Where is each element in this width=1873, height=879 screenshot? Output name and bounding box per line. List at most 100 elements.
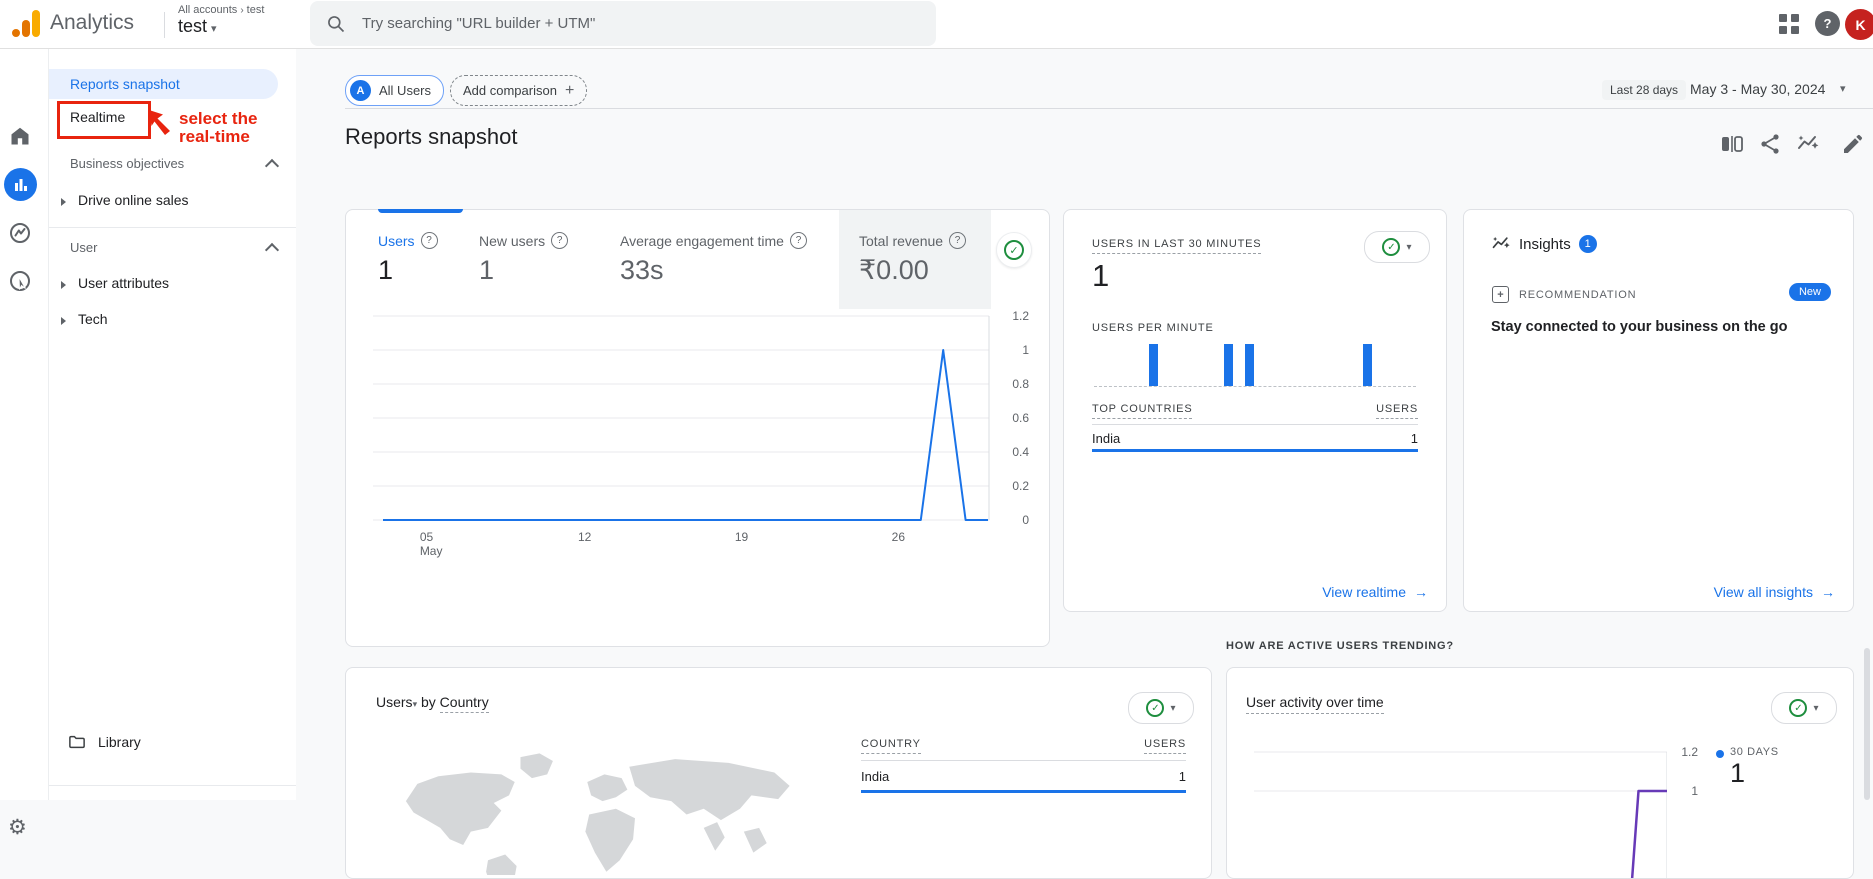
- help-icon[interactable]: ?: [1815, 11, 1840, 36]
- users-cell: 1: [1178, 769, 1186, 784]
- table-divider: [1092, 424, 1418, 425]
- metric-tab-new-users[interactable]: New users? 1: [479, 232, 569, 286]
- arrow-right-icon: →: [1821, 584, 1835, 600]
- search-bar[interactable]: [310, 1, 936, 46]
- help-circle-icon[interactable]: ?: [949, 232, 967, 249]
- metric-label: Average engagement time: [620, 232, 784, 249]
- scrollbar-thumb[interactable]: [1864, 648, 1870, 800]
- bar-chart-icon: [14, 178, 27, 191]
- recommendation-label: RECOMMENDATION: [1519, 288, 1637, 301]
- admin-gear-icon[interactable]: ⚙: [8, 816, 27, 839]
- date-range-selector[interactable]: May 3 - May 30, 2024: [1690, 81, 1826, 97]
- sidebar-item-label: Reports snapshot: [70, 76, 180, 92]
- avatar[interactable]: K: [1845, 9, 1873, 40]
- realtime-card: USERS IN LAST 30 MINUTES ✓ ▾ 1 USERS PER…: [1063, 209, 1447, 612]
- compare-reports-icon[interactable]: [1720, 132, 1744, 156]
- edit-icon[interactable]: [1841, 132, 1865, 156]
- sidebar-item-tech[interactable]: Tech: [78, 311, 108, 327]
- world-map: [381, 740, 826, 875]
- metric-selector[interactable]: Users: [376, 694, 413, 710]
- new-badge: New: [1788, 283, 1831, 301]
- help-circle-icon[interactable]: ?: [789, 232, 807, 249]
- dimension-selector[interactable]: Country: [439, 694, 489, 713]
- view-all-insights-link[interactable]: View all insights →: [1714, 584, 1835, 600]
- section-header-business-objectives: Business objectives: [70, 156, 185, 171]
- sidebar-item-user-attributes[interactable]: User attributes: [78, 275, 170, 291]
- collapse-chevron-icon[interactable]: [264, 158, 280, 174]
- legend-label: 30 DAYS: [1730, 746, 1779, 758]
- all-users-comparison-pill[interactable]: A All Users: [345, 75, 445, 106]
- all-users-badge: A: [350, 80, 371, 101]
- insights-icon: [1492, 236, 1510, 249]
- share-icon[interactable]: [1758, 132, 1782, 156]
- quality-dropdown-button[interactable]: ✓ ▾: [1364, 231, 1430, 263]
- help-circle-icon[interactable]: ?: [420, 232, 438, 249]
- check-circle-icon: ✓: [1146, 699, 1165, 717]
- table-divider: [861, 760, 1186, 761]
- search-input[interactable]: [360, 14, 884, 33]
- caret-down-icon[interactable]: ▾: [412, 699, 418, 709]
- caret-down-icon[interactable]: ▾: [1840, 83, 1846, 95]
- sidebar-item-realtime[interactable]: Realtime: [70, 109, 126, 125]
- users-column-header[interactable]: USERS: [1144, 738, 1186, 754]
- logo-bar-tall: [32, 10, 40, 37]
- sidebar-item-drive-online-sales[interactable]: Drive online sales: [78, 192, 189, 208]
- expand-caret-icon[interactable]: [61, 317, 66, 325]
- nav-drawer: Reports snapshot Realtime select the rea…: [48, 48, 296, 800]
- realtime-card-title[interactable]: USERS IN LAST 30 MINUTES: [1092, 238, 1262, 254]
- apps-grid-icon[interactable]: [1779, 14, 1799, 34]
- explore-icon[interactable]: [8, 221, 32, 245]
- view-realtime-link[interactable]: View realtime →: [1322, 584, 1428, 600]
- users-header[interactable]: USERS: [1376, 403, 1418, 419]
- help-circle-icon[interactable]: ?: [551, 232, 569, 249]
- collapse-chevron-icon[interactable]: [264, 242, 280, 258]
- metric-label: Users: [378, 232, 415, 249]
- metric-tab-avg-engagement-time[interactable]: Average engagement time? 33s: [620, 232, 807, 286]
- annotation-text: select the real-time: [179, 110, 257, 146]
- home-icon[interactable]: [8, 124, 32, 148]
- link-label: View realtime: [1322, 584, 1406, 600]
- total-revenue-highlight: [839, 210, 991, 309]
- breadcrumb-root: All accounts: [178, 4, 238, 16]
- folder-icon: [69, 735, 85, 749]
- expand-caret-icon[interactable]: [61, 281, 66, 289]
- insights-header: Insights 1: [1491, 234, 1597, 254]
- insights-icon[interactable]: [1796, 132, 1820, 156]
- users-by-country-card: Users▾ by Country ✓ ▾ COUNTRY USERS Indi…: [345, 667, 1212, 879]
- realtime-users-value: 1: [1092, 258, 1110, 293]
- top-countries-header[interactable]: TOP COUNTRIES: [1092, 403, 1193, 419]
- nav-rail: ⚙: [0, 48, 49, 839]
- insight-message[interactable]: Stay connected to your business on the g…: [1491, 319, 1788, 335]
- advertising-icon[interactable]: [8, 269, 32, 293]
- sidebar-item-library[interactable]: Library: [68, 734, 141, 750]
- annotation-arrow-icon: [149, 110, 170, 135]
- all-users-label: All Users: [379, 83, 432, 98]
- check-circle-icon: ✓: [1004, 240, 1024, 260]
- quality-dropdown-button[interactable]: ✓ ▾: [1771, 692, 1837, 724]
- annotation-line2: real-time: [179, 127, 250, 146]
- page-title: Reports snapshot: [345, 124, 518, 149]
- reports-icon[interactable]: [4, 168, 37, 201]
- sidebar-item-reports-snapshot[interactable]: Reports snapshot: [48, 69, 278, 99]
- breadcrumb-separator-icon: ›: [240, 5, 244, 16]
- caret-down-icon: ▾: [1406, 241, 1412, 253]
- arrow-right-icon: →: [1414, 584, 1428, 600]
- caret-down-icon: ▾: [211, 23, 217, 35]
- activity-chart-plot: [1254, 751, 1667, 878]
- quality-dropdown-button[interactable]: ✓ ▾: [1128, 692, 1194, 724]
- metric-tab-total-revenue[interactable]: Total revenue? ₹0.00: [859, 232, 967, 286]
- add-comparison-button[interactable]: Add comparison +: [450, 75, 588, 106]
- metric-label: Total revenue: [859, 232, 944, 249]
- property-selector[interactable]: test ▾: [178, 16, 217, 37]
- users-chart-plot: [373, 315, 990, 521]
- country-column-header[interactable]: COUNTRY: [861, 738, 921, 754]
- check-circle-icon: ✓: [1382, 238, 1401, 256]
- analytics-logo-icon[interactable]: [12, 10, 42, 38]
- data-quality-check-button[interactable]: ✓: [996, 232, 1032, 268]
- metric-tab-users[interactable]: Users? 1: [378, 232, 438, 286]
- metric-value: 1: [479, 255, 495, 285]
- user-activity-title[interactable]: User activity over time: [1246, 694, 1384, 714]
- header-divider: [164, 12, 165, 38]
- expand-caret-icon[interactable]: [61, 198, 66, 206]
- recommendation-icon: +: [1492, 286, 1509, 303]
